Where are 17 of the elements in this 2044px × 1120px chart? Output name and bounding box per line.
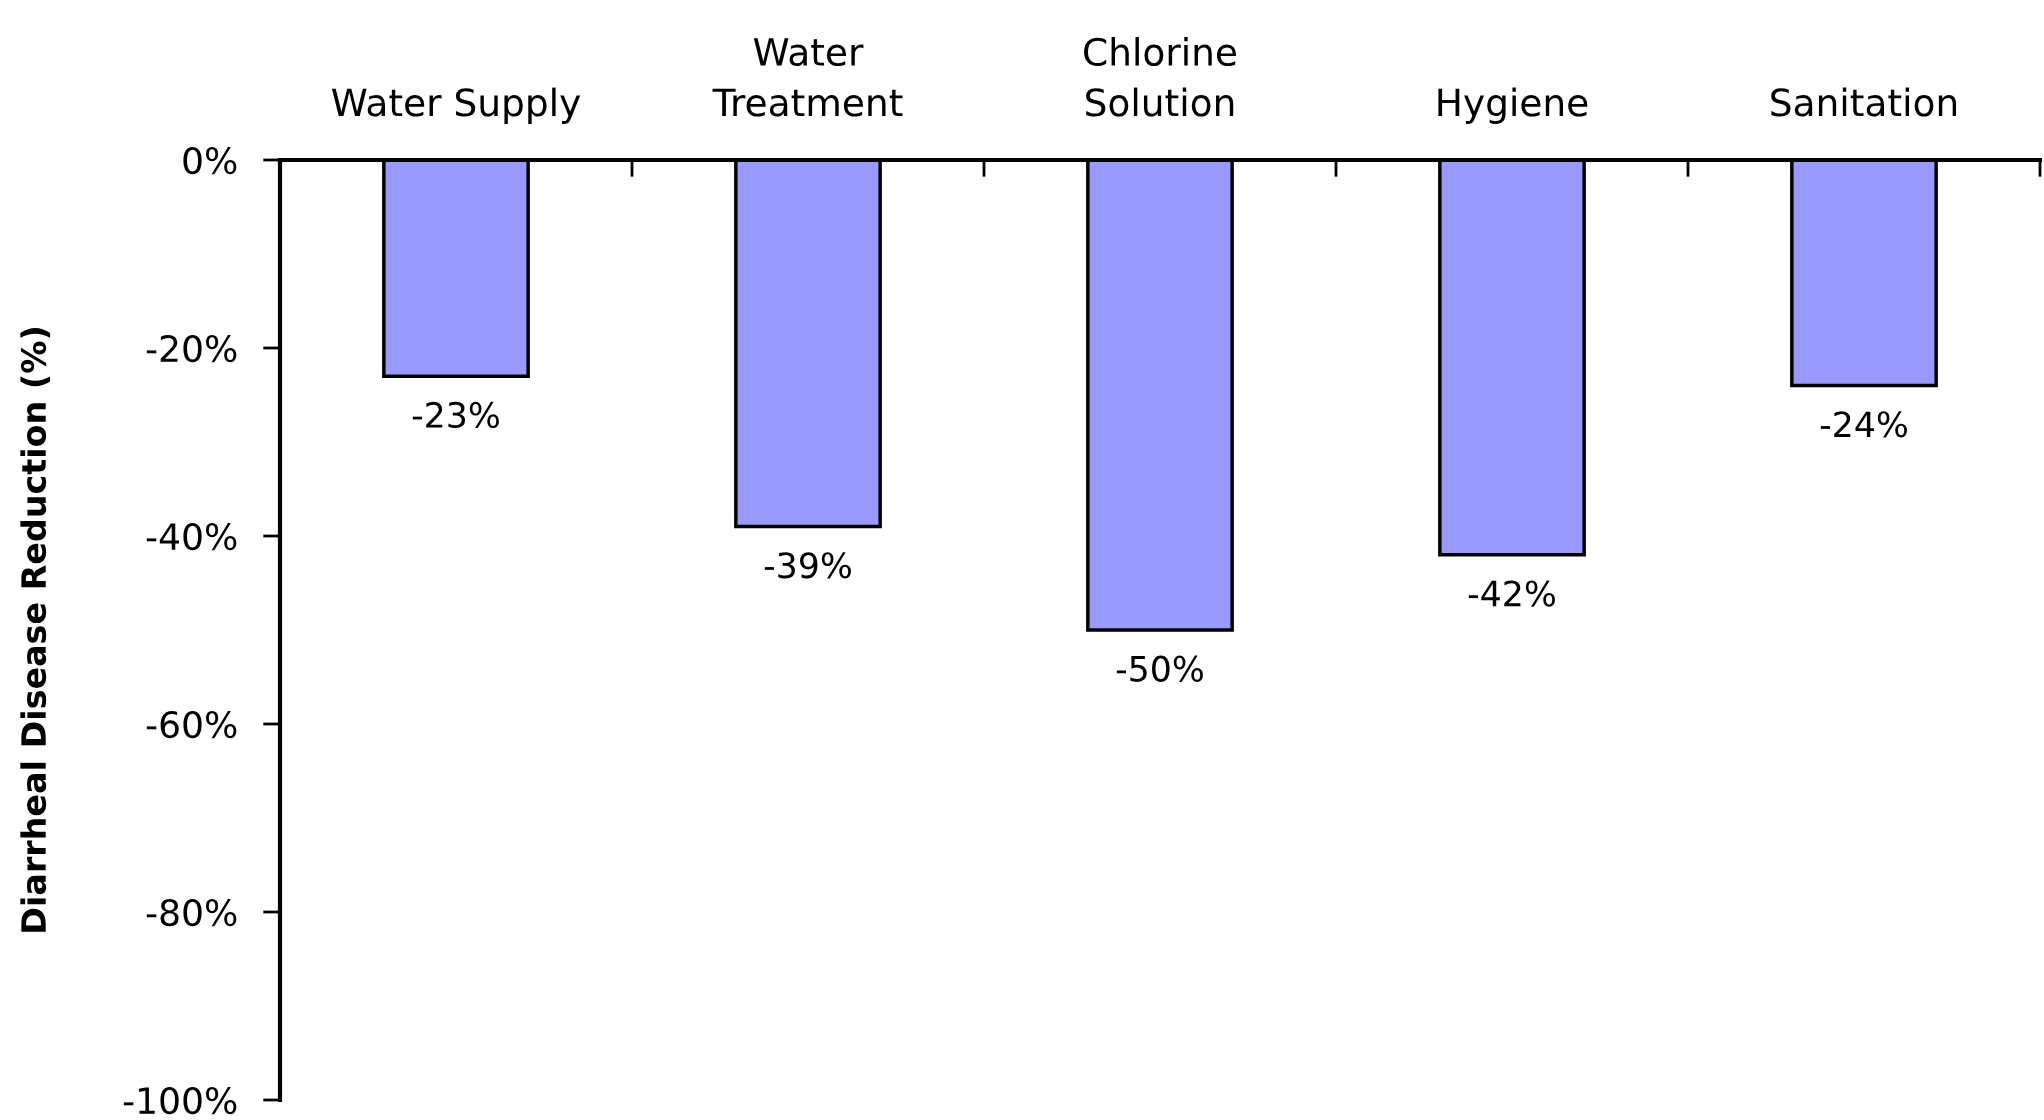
y-tick-label: 0% [183, 146, 237, 175]
y-tick-label: -60% [146, 710, 237, 739]
x-tick-label: Chlorine Solution [1084, 37, 1236, 117]
data-label: -23% [412, 401, 499, 429]
x-tick-label: Hygiene [1438, 87, 1588, 124]
y-tick-label: -20% [146, 334, 237, 363]
data-label: -39% [764, 552, 851, 579]
x-tick-label: Water Treatment [712, 38, 903, 117]
data-label: -42% [1468, 580, 1555, 607]
y-tick-label: -100% [123, 1086, 237, 1115]
data-label: -24% [1820, 411, 1907, 438]
x-tick-label: Sanitation [1771, 87, 1957, 117]
y-axis-title: Diarrheal Disease Reduction (%) [20, 328, 51, 932]
data-label: -50% [1116, 655, 1203, 682]
y-tick-label: -40% [146, 522, 237, 551]
y-tick-label: -80% [146, 898, 237, 927]
x-tick-label: Water Supply [331, 87, 581, 124]
